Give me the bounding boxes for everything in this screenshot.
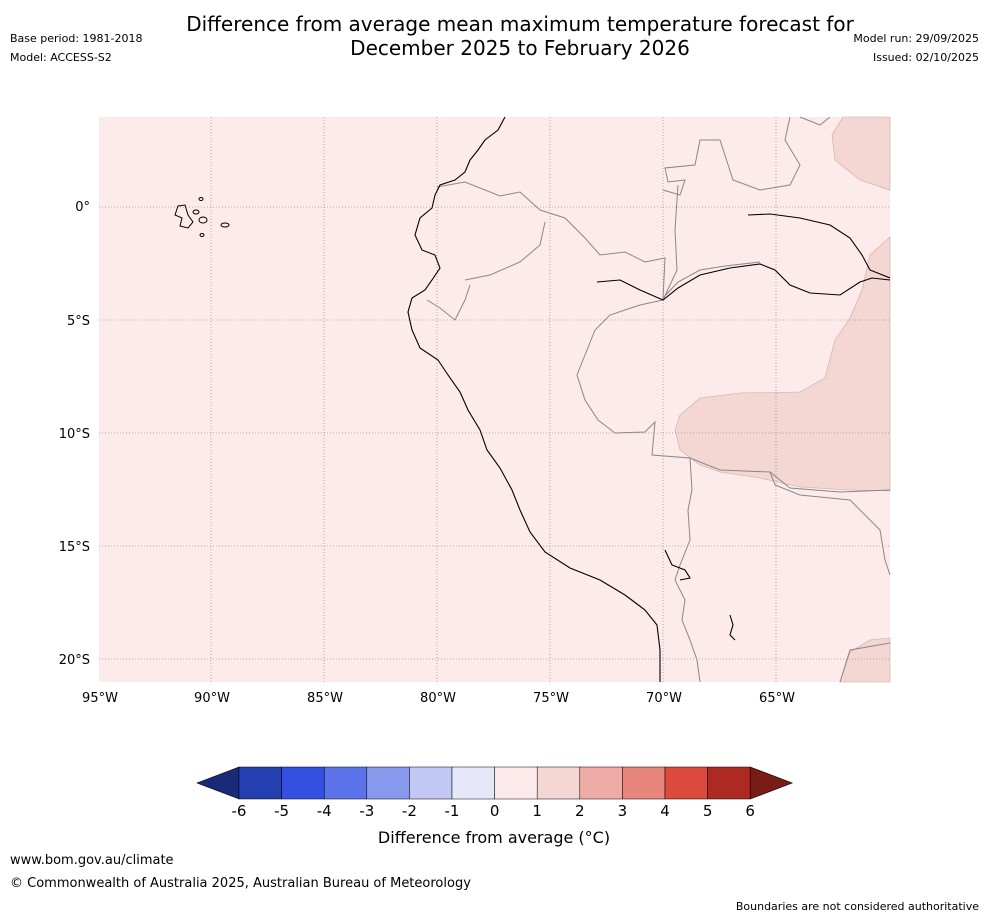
colorbar-bin	[707, 766, 751, 800]
colorbar-bin	[366, 766, 410, 800]
lon-label: 80°W	[420, 691, 456, 706]
title-line-2: December 2025 to February 2026	[350, 36, 690, 60]
colorbar-extend-high	[749, 766, 794, 800]
colorbar-title: Difference from average (°C)	[377, 828, 611, 847]
colorbar-bin	[409, 766, 453, 800]
colorbar-bin	[323, 766, 368, 800]
lon-label: 65°W	[759, 691, 795, 706]
colorbar-tick-label: -2	[402, 802, 417, 820]
colorbar-tick-label: -3	[359, 802, 374, 820]
model-run: Model run: 29/09/2025	[853, 32, 979, 45]
colorbar-tick-label: 1	[532, 802, 542, 820]
lat-label: 15°S	[59, 540, 90, 555]
colorbar-bin	[664, 766, 708, 800]
colorbar: -6 -5 -4 -3 -2 -1 0 1 2 3 4 5 6	[196, 766, 794, 820]
issued-date: Issued: 02/10/2025	[872, 51, 979, 64]
colorbar-bin	[622, 766, 666, 800]
colorbar-bin	[451, 766, 495, 800]
latitude-labels: 0° 5°S 10°S 15°S 20°S	[59, 200, 90, 668]
anomaly-region-1to2-northeast	[831, 116, 891, 191]
meta-left: Base period: 1981-2018 Model: ACCESS-S2	[10, 32, 142, 70]
lon-label: 75°W	[533, 691, 569, 706]
colorbar-bin	[281, 766, 325, 800]
colorbar-tick-label: -1	[445, 802, 460, 820]
lon-label: 85°W	[307, 691, 343, 706]
colorbar-extend-low	[196, 766, 240, 800]
colorbar-tick-label: -5	[274, 802, 289, 820]
colorbar-tick-label: 0	[490, 802, 500, 820]
colorbar-tick-label: -4	[317, 802, 332, 820]
map-title: Difference from average mean maximum tem…	[0, 12, 988, 60]
country-boundaries	[426, 116, 891, 683]
lon-label: 70°W	[646, 691, 682, 706]
anomaly-region-1to2-east	[674, 236, 891, 492]
lon-label: 95°W	[82, 691, 118, 706]
colorbar-bin	[238, 766, 282, 800]
coastlines	[407, 116, 891, 682]
longitude-labels: 95°W 90°W 85°W 80°W 75°W 70°W 65°W	[82, 691, 795, 706]
lat-label: 10°S	[59, 427, 90, 442]
footer-copyright: © Commonwealth of Australia 2025, Austra…	[10, 876, 471, 891]
model-name: Model: ACCESS-S2	[10, 51, 112, 64]
colorbar-bin	[536, 766, 581, 800]
colorbar-tick-label: 3	[618, 802, 628, 820]
title-line-1: Difference from average mean maximum tem…	[186, 12, 854, 36]
lat-label: 20°S	[59, 653, 90, 668]
colorbar-bin	[494, 766, 538, 800]
lat-label: 0°	[75, 200, 90, 215]
colorbar-tick-label: 2	[575, 802, 585, 820]
gridlines	[99, 117, 890, 682]
footer-link[interactable]: www.bom.gov.au/climate	[10, 853, 174, 868]
colorbar-tick-label: 6	[745, 802, 755, 820]
meta-right: Model run: 29/09/2025 Issued: 02/10/2025	[853, 32, 979, 70]
colorbar-bin	[579, 766, 623, 800]
colorbar-tick-label: -6	[232, 802, 247, 820]
footer-disclaimer: Boundaries are not considered authoritat…	[735, 900, 979, 913]
colorbar-tick-label: 5	[703, 802, 713, 820]
colorbar-tick-label: 4	[660, 802, 670, 820]
base-period: Base period: 1981-2018	[10, 32, 143, 45]
galapagos-islands	[174, 197, 230, 237]
lon-label: 90°W	[194, 691, 230, 706]
lat-label: 5°S	[67, 314, 90, 329]
